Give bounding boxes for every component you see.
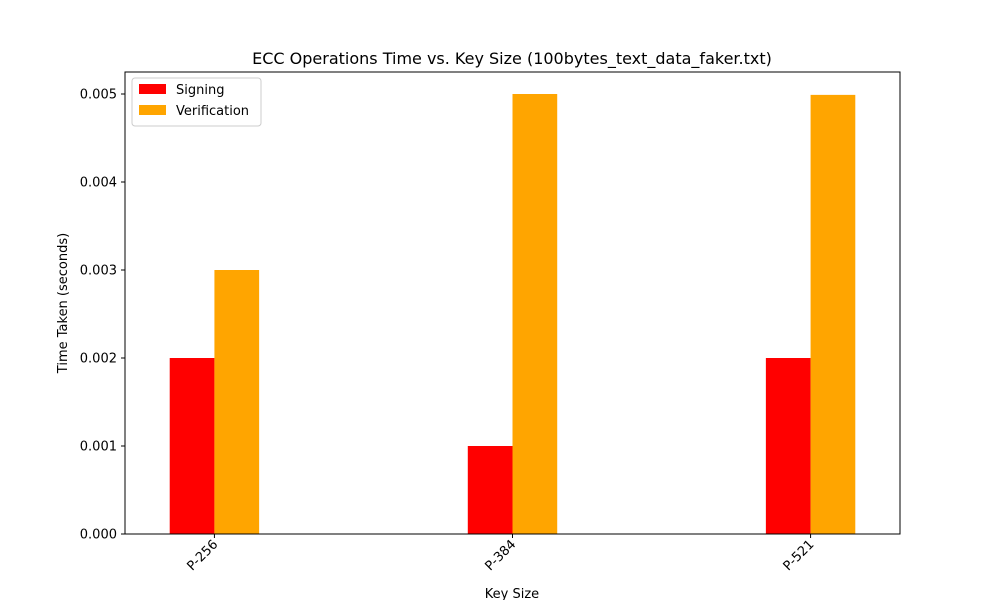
y-tick-label: 0.003	[80, 264, 117, 279]
plot-area: 0.000 0.001 0.002 0.003 0.004 0.005 P-256 P-38…	[80, 71, 901, 574]
bar-verification-p-256	[214, 270, 260, 534]
y-tick-label: 0.000	[80, 528, 117, 543]
bar-verification-p-384	[512, 94, 558, 534]
y-tick-label: 0.004	[80, 176, 117, 191]
bar-signing-p-384	[467, 446, 513, 534]
y-tick-label: 0.005	[80, 88, 117, 103]
x-axis-ticks: P-256 P-384 P-521	[184, 534, 817, 574]
y-tick-label: 0.002	[80, 352, 117, 367]
bar-signing-p-256	[169, 358, 215, 534]
y-tick-label: 0.001	[80, 440, 117, 455]
x-tick-label: P-521	[781, 537, 818, 574]
x-tick-label: P-384	[483, 537, 520, 574]
legend-label-signing: Signing	[176, 83, 224, 98]
y-axis-ticks: 0.000 0.001 0.002 0.003 0.004 0.005	[80, 88, 125, 543]
legend-items: Signing Verification	[139, 83, 249, 119]
legend-label-verification: Verification	[176, 104, 249, 119]
legend-swatch-signing	[139, 84, 166, 94]
bar-signing-p-521	[765, 358, 811, 534]
legend: Signing Verification	[131, 77, 262, 127]
x-tick-label: P-256	[184, 537, 221, 574]
x-axis-label: Key Size	[485, 587, 539, 600]
chart-title: ECC Operations Time vs. Key Size (100byt…	[252, 49, 772, 69]
bars-layer	[169, 94, 856, 534]
y-axis-label: Time Taken (seconds)	[56, 233, 71, 374]
bar-verification-p-521	[810, 94, 856, 534]
legend-swatch-verification	[139, 105, 166, 115]
